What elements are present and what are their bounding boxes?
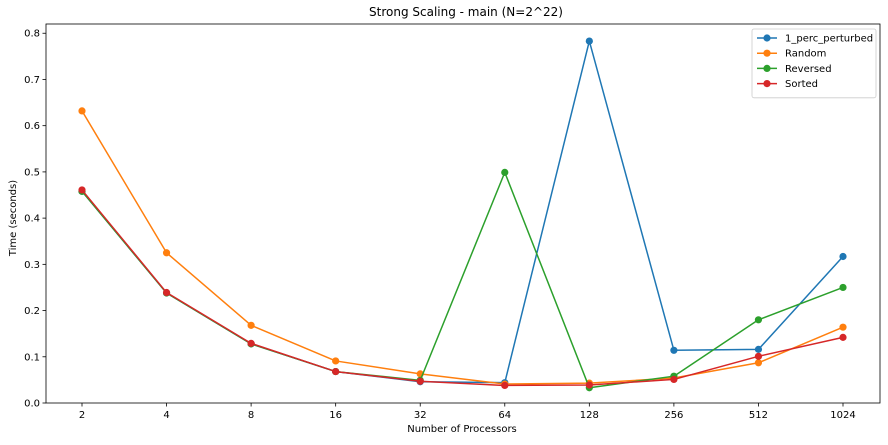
- x-axis: 2 4 8 16 32 64 128 256 512 1024: [79, 403, 856, 421]
- series-sorted: [78, 186, 847, 390]
- x-tick-label: 256: [664, 410, 683, 421]
- data-point: [839, 252, 847, 261]
- data-point: [754, 316, 763, 324]
- data-point: [332, 367, 340, 376]
- axes-frame: [45, 23, 881, 404]
- data-point: [754, 345, 763, 353]
- y-tick-label: 0.6: [24, 121, 40, 132]
- x-tick-label: 64: [498, 410, 511, 421]
- plot-frame: [45, 23, 881, 404]
- legend-marker: [763, 34, 771, 42]
- legend-label: Reversed: [785, 64, 832, 75]
- y-tick-label: 0.7: [24, 75, 40, 86]
- data-point: [501, 381, 509, 390]
- data-point: [839, 333, 847, 341]
- x-tick-label: 32: [414, 410, 427, 421]
- legend-item: Reversed: [757, 64, 832, 75]
- x-tick-label: 8: [248, 410, 254, 421]
- legend-label: Sorted: [785, 79, 818, 90]
- y-tick-label: 0.8: [24, 29, 40, 40]
- series-line: [81, 110, 844, 385]
- y-tick-label: 0.2: [24, 306, 40, 317]
- chart-title: Strong Scaling - main (N=2^22): [369, 5, 563, 19]
- series-layer: [78, 37, 847, 392]
- data-point: [585, 37, 593, 45]
- x-tick-label: 2: [79, 410, 85, 421]
- data-point: [670, 346, 678, 354]
- data-point: [754, 352, 763, 360]
- y-tick-label: 0.3: [24, 260, 40, 271]
- series-line: [81, 189, 844, 387]
- data-point: [754, 359, 763, 367]
- y-tick-label: 0.1: [24, 352, 40, 363]
- data-point: [670, 375, 678, 384]
- x-axis-label: Number of Processors: [407, 424, 517, 435]
- x-tick-label: 128: [580, 410, 599, 421]
- y-tick-label: 0.0: [24, 399, 40, 410]
- data-point: [332, 357, 340, 365]
- x-tick-label: 1024: [830, 410, 855, 421]
- y-axis-label: Time (seconds): [8, 180, 19, 257]
- legend-box: [751, 28, 877, 99]
- legend-marker: [763, 49, 771, 57]
- data-point: [162, 288, 171, 297]
- x-tick-label: 4: [163, 410, 169, 421]
- data-point: [78, 186, 86, 194]
- data-point: [585, 381, 593, 389]
- data-point: [839, 283, 847, 292]
- data-point: [162, 249, 171, 257]
- x-tick-label: 512: [749, 410, 768, 421]
- legend-marker: [763, 80, 771, 88]
- legend: 1_perc_perturbed Random Reversed Sorted: [751, 28, 877, 99]
- legend-label: 1_perc_perturbed: [785, 34, 873, 45]
- legend-item: 1_perc_perturbed: [757, 34, 873, 45]
- legend-label: Random: [785, 49, 826, 60]
- data-point: [501, 168, 509, 176]
- data-point: [78, 107, 86, 115]
- data-point: [247, 321, 255, 329]
- y-tick-label: 0.4: [24, 214, 40, 225]
- y-tick-label: 0.5: [24, 167, 40, 178]
- data-point: [416, 377, 424, 385]
- data-point: [839, 323, 847, 331]
- legend-marker: [763, 64, 771, 72]
- y-axis: 0.0 0.1 0.2 0.3 0.4 0.5 0.6 0.7 0.8: [24, 29, 46, 410]
- x-tick-label: 16: [329, 410, 342, 421]
- legend-item: Sorted: [757, 79, 818, 90]
- legend-item: Random: [757, 49, 826, 60]
- data-point: [247, 339, 255, 347]
